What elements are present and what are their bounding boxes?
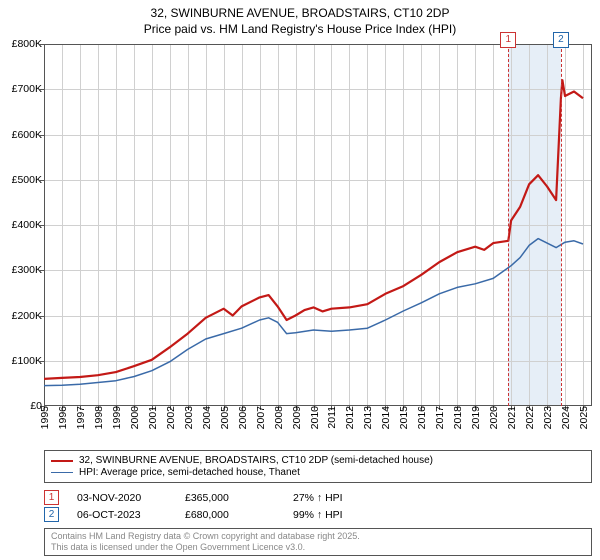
x-axis-label: 2013 bbox=[360, 406, 374, 429]
x-axis-label: 2018 bbox=[450, 406, 464, 429]
legend-row: 32, SWINBURNE AVENUE, BROADSTAIRS, CT10 … bbox=[51, 455, 585, 466]
legend-label: 32, SWINBURNE AVENUE, BROADSTAIRS, CT10 … bbox=[79, 455, 433, 466]
x-axis-label: 2009 bbox=[289, 406, 303, 429]
x-axis-label: 1996 bbox=[55, 406, 69, 429]
x-axis-label: 2021 bbox=[504, 406, 518, 429]
y-axis-label: £400K bbox=[12, 219, 42, 231]
marker-line-1 bbox=[508, 44, 509, 406]
x-axis-label: 2004 bbox=[199, 406, 213, 429]
transaction-vs-hpi: 27% ↑ HPI bbox=[293, 492, 383, 504]
legend-box: 32, SWINBURNE AVENUE, BROADSTAIRS, CT10 … bbox=[44, 450, 592, 483]
x-axis-label: 2017 bbox=[432, 406, 446, 429]
transactions-table: 1 03-NOV-2020 £365,000 27% ↑ HPI 2 06-OCT-202… bbox=[44, 488, 592, 524]
x-axis-label: 2020 bbox=[486, 406, 500, 429]
footer-line1: Contains HM Land Registry data © Crown c… bbox=[51, 531, 360, 541]
series-hpi bbox=[44, 239, 583, 386]
transaction-row: 1 03-NOV-2020 £365,000 27% ↑ HPI bbox=[44, 490, 592, 505]
x-axis-label: 1999 bbox=[109, 406, 123, 429]
x-axis-label: 1997 bbox=[73, 406, 87, 429]
x-axis-label: 1998 bbox=[91, 406, 105, 429]
transaction-price: £365,000 bbox=[185, 492, 275, 504]
x-axis-label: 2011 bbox=[324, 406, 338, 429]
transaction-marker: 1 bbox=[44, 490, 59, 505]
x-axis-label: 2003 bbox=[181, 406, 195, 429]
title-line1: 32, SWINBURNE AVENUE, BROADSTAIRS, CT10 … bbox=[151, 6, 450, 20]
x-axis-label: 2025 bbox=[576, 406, 590, 429]
x-axis-label: 2016 bbox=[414, 406, 428, 429]
footer-line2: This data is licensed under the Open Gov… bbox=[51, 542, 305, 552]
y-axis-label: £800K bbox=[12, 38, 42, 50]
x-axis-label: 2010 bbox=[307, 406, 321, 429]
title-line2: Price paid vs. HM Land Registry's House … bbox=[144, 22, 456, 36]
x-axis-label: 2005 bbox=[217, 406, 231, 429]
y-axis-label: £100K bbox=[12, 355, 42, 367]
legend-swatch bbox=[51, 460, 73, 462]
marker-line-2 bbox=[561, 44, 562, 406]
transaction-price: £680,000 bbox=[185, 509, 275, 521]
y-axis-label: £700K bbox=[12, 83, 42, 95]
transaction-date: 03-NOV-2020 bbox=[77, 492, 167, 504]
transaction-row: 2 06-OCT-2023 £680,000 99% ↑ HPI bbox=[44, 507, 592, 522]
x-axis-label: 2012 bbox=[342, 406, 356, 429]
x-axis-label: 2023 bbox=[540, 406, 554, 429]
x-axis-label: 1995 bbox=[37, 406, 51, 429]
marker-box-2: 2 bbox=[553, 32, 569, 48]
chart-lines-svg bbox=[44, 44, 592, 406]
series-price_paid bbox=[44, 80, 583, 379]
footer-attribution: Contains HM Land Registry data © Crown c… bbox=[44, 528, 592, 556]
x-axis-label: 2019 bbox=[468, 406, 482, 429]
x-axis-label: 2008 bbox=[271, 406, 285, 429]
x-axis-label: 2014 bbox=[378, 406, 392, 429]
x-axis-label: 2006 bbox=[235, 406, 249, 429]
y-axis-label: £200K bbox=[12, 310, 42, 322]
x-axis-label: 2001 bbox=[145, 406, 159, 429]
x-axis-label: 2002 bbox=[163, 406, 177, 429]
legend-swatch bbox=[51, 472, 73, 473]
legend-label: HPI: Average price, semi-detached house,… bbox=[79, 467, 300, 478]
y-axis-label: £500K bbox=[12, 174, 42, 186]
x-axis-label: 2007 bbox=[253, 406, 267, 429]
transaction-marker: 2 bbox=[44, 507, 59, 522]
transaction-vs-hpi: 99% ↑ HPI bbox=[293, 509, 383, 521]
marker-box-1: 1 bbox=[500, 32, 516, 48]
legend-row: HPI: Average price, semi-detached house,… bbox=[51, 467, 585, 478]
y-axis-label: £600K bbox=[12, 129, 42, 141]
x-axis-label: 2024 bbox=[558, 406, 572, 429]
x-axis-label: 2000 bbox=[127, 406, 141, 429]
x-axis-label: 2015 bbox=[396, 406, 410, 429]
y-axis-label: £300K bbox=[12, 264, 42, 276]
chart-plot-area: £0£100K£200K£300K£400K£500K£600K£700K£80… bbox=[44, 44, 592, 406]
x-axis-label: 2022 bbox=[522, 406, 536, 429]
transaction-date: 06-OCT-2023 bbox=[77, 509, 167, 521]
